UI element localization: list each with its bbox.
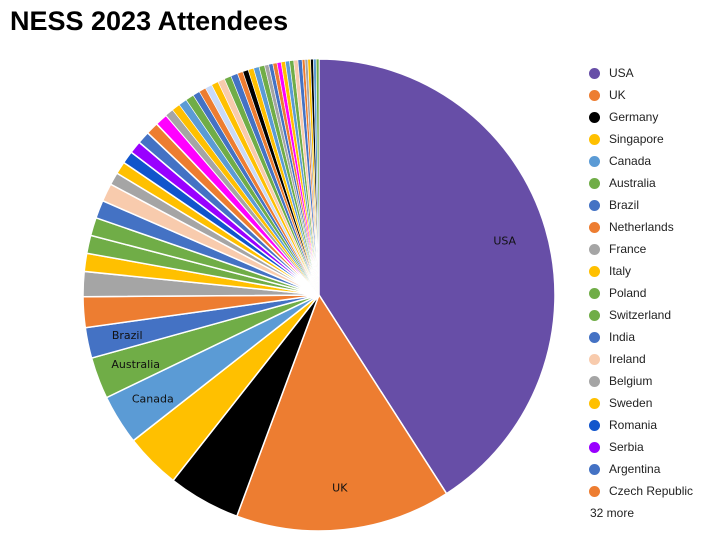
slice-label-canada: Canada	[132, 393, 174, 406]
legend-swatch	[589, 353, 600, 365]
legend-label: Romania	[609, 418, 658, 432]
legend-item-ireland: Ireland	[589, 348, 707, 370]
legend-label: Singapore	[609, 132, 664, 146]
legend-label: France	[609, 242, 647, 256]
legend-label: Argentina	[609, 462, 661, 476]
legend-label: Italy	[609, 264, 632, 278]
legend-label: Brazil	[609, 198, 640, 212]
legend-item-serbia: Serbia	[589, 436, 707, 458]
legend-item-uk: UK	[589, 84, 707, 106]
pie-slice-usa	[318, 58, 556, 495]
legend-label: Czech Republic	[609, 484, 694, 498]
legend-swatch	[589, 243, 600, 255]
legend-swatch	[589, 199, 600, 211]
chart-title: NESS 2023 Attendees	[10, 6, 289, 36]
chart-legend: USA UK Germany Singapore Canada Australia Braz…	[589, 62, 707, 524]
legend-label: Serbia	[609, 440, 644, 454]
legend-more-link[interactable]: 32 more	[590, 506, 635, 520]
legend-item-germany: Germany	[589, 106, 707, 128]
legend-item-canada: Canada	[589, 150, 707, 172]
pie-labels: USA UK Canada Australia Brazil	[111, 235, 516, 495]
legend-label: Netherlands	[609, 220, 674, 234]
legend-label: USA	[609, 66, 634, 80]
legend-label: Sweden	[609, 396, 653, 410]
legend-label: Canada	[609, 154, 652, 168]
legend-swatch	[589, 485, 600, 497]
legend-item-poland: Poland	[589, 282, 707, 304]
legend-items: USA UK Germany Singapore Canada Australia Braz…	[589, 62, 707, 502]
legend-label: Australia	[609, 176, 656, 190]
legend-item-france: France	[589, 238, 707, 260]
legend-label: Switzerland	[609, 308, 672, 322]
legend-swatch	[589, 331, 600, 343]
legend-swatch	[589, 89, 600, 101]
legend-item-italy: Italy	[589, 260, 707, 282]
legend-swatch	[589, 221, 600, 233]
legend-label: Ireland	[609, 352, 646, 366]
legend-item-netherlands: Netherlands	[589, 216, 707, 238]
pie-slices	[82, 58, 556, 532]
legend-swatch	[589, 155, 600, 167]
slice-label-uk: UK	[332, 481, 348, 494]
legend-swatch	[589, 133, 600, 145]
legend-item-australia: Australia	[589, 172, 707, 194]
legend-swatch	[589, 441, 600, 453]
legend-item-usa: USA	[589, 62, 707, 84]
slice-label-australia: Australia	[111, 358, 160, 371]
legend-swatch	[589, 309, 600, 321]
legend-item-india: India	[589, 326, 707, 348]
legend-swatch	[589, 419, 600, 431]
legend-swatch	[589, 265, 600, 277]
legend-label: Germany	[609, 110, 659, 124]
legend-swatch	[589, 463, 600, 475]
legend-swatch	[589, 111, 600, 123]
legend-label: India	[609, 330, 636, 344]
legend-item-singapore: Singapore	[589, 128, 707, 150]
legend-label: Poland	[609, 286, 647, 300]
legend-item-argentina: Argentina	[589, 458, 707, 480]
legend-item-brazil: Brazil	[589, 194, 707, 216]
legend-item-czech-republic: Czech Republic	[589, 480, 707, 502]
legend-label: Belgium	[609, 374, 653, 388]
legend-swatch	[589, 375, 600, 387]
legend-item-switzerland: Switzerland	[589, 304, 707, 326]
slice-label-brazil: Brazil	[112, 329, 143, 342]
slice-label-usa: USA	[493, 235, 516, 248]
legend-swatch	[589, 177, 600, 189]
pie-slice-other	[315, 58, 320, 296]
legend-label: UK	[609, 88, 626, 102]
legend-swatch	[589, 397, 600, 409]
legend-item-belgium: Belgium	[589, 370, 707, 392]
legend-swatch	[589, 287, 600, 299]
legend-swatch	[589, 67, 600, 79]
legend-item-romania: Romania	[589, 414, 707, 436]
pie-slice-uk	[235, 293, 448, 532]
legend-item-sweden: Sweden	[589, 392, 707, 414]
